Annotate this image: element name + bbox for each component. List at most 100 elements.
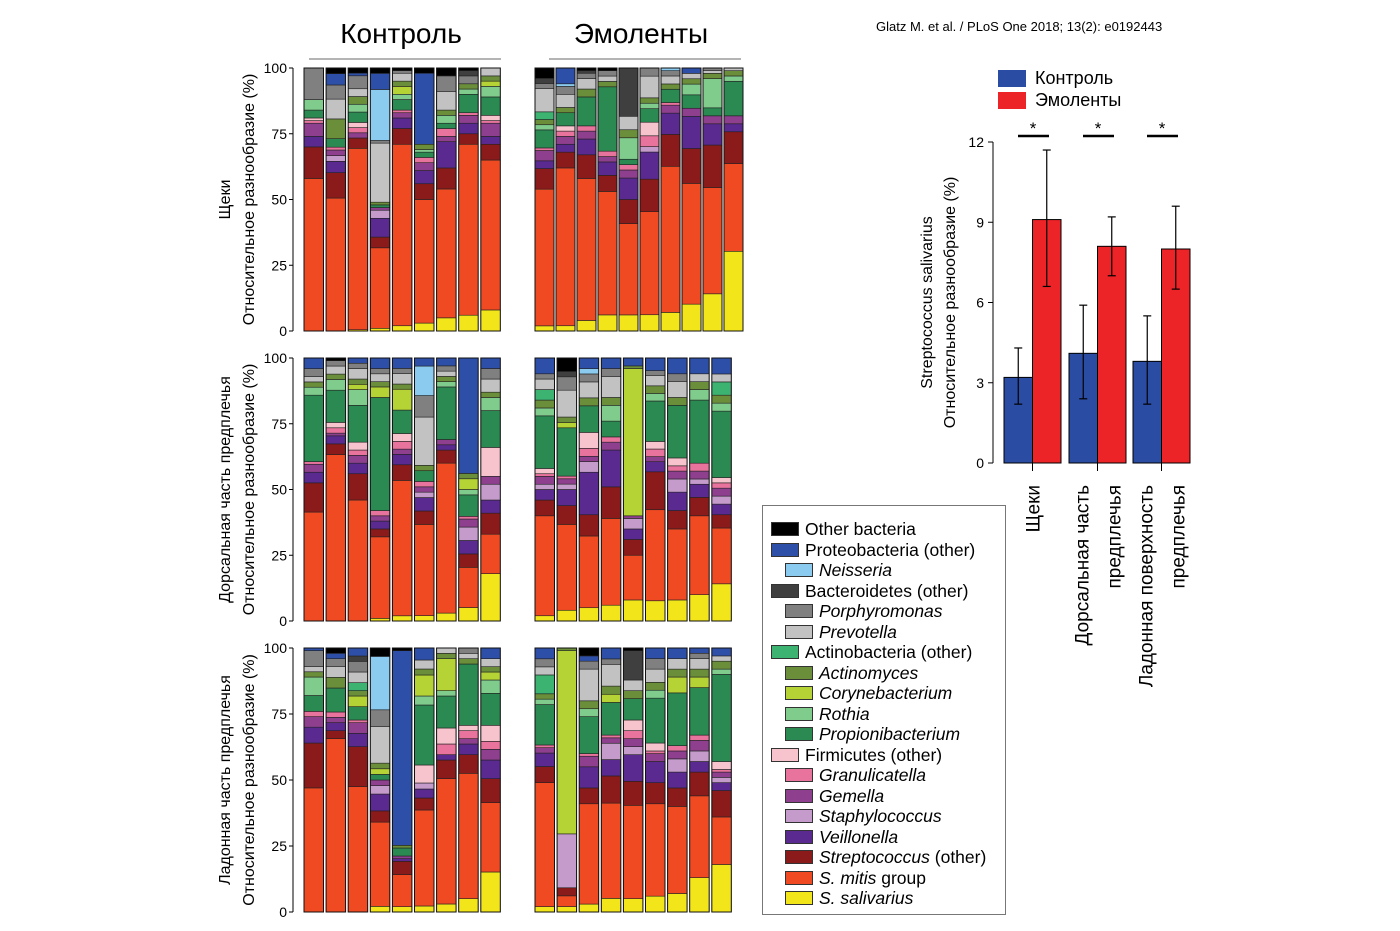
stack-segment bbox=[347, 647, 369, 657]
stack-segment bbox=[392, 650, 413, 846]
stack-segment bbox=[303, 666, 324, 673]
stack-segment bbox=[480, 120, 501, 124]
stack-segment bbox=[458, 494, 479, 517]
column-header: Эмоленты bbox=[574, 18, 708, 49]
stack-segment bbox=[392, 368, 413, 374]
stack-segment bbox=[702, 78, 723, 109]
stack-segment bbox=[639, 108, 660, 123]
stack-segment bbox=[436, 754, 457, 761]
stack-segment bbox=[480, 749, 501, 761]
stack-segment bbox=[458, 133, 479, 145]
stack-segment bbox=[555, 136, 576, 145]
stacked-bar bbox=[458, 357, 479, 622]
stack-segment bbox=[369, 906, 391, 913]
stack-segment bbox=[414, 143, 435, 150]
stack-segment bbox=[645, 697, 666, 744]
stack-segment bbox=[534, 150, 555, 162]
stacked-bar bbox=[556, 357, 578, 622]
stack-segment bbox=[600, 405, 622, 422]
stack-segment bbox=[711, 790, 732, 818]
stack-segment bbox=[347, 449, 369, 456]
stack-segment bbox=[325, 422, 346, 429]
stacked-bar bbox=[347, 357, 369, 622]
stack-segment bbox=[534, 325, 555, 332]
stack-segment bbox=[660, 83, 681, 90]
stack-segment bbox=[667, 528, 688, 601]
stack-segment bbox=[578, 660, 600, 670]
stack-segment bbox=[436, 128, 457, 137]
x-tick-label: предплечья bbox=[1105, 485, 1126, 589]
stack-segment bbox=[347, 462, 369, 475]
stack-segment bbox=[600, 486, 622, 519]
stack-segment bbox=[414, 162, 435, 171]
stack-segment bbox=[392, 441, 413, 450]
stacked-bar bbox=[660, 67, 681, 332]
stack-segment bbox=[436, 444, 457, 451]
stack-segment bbox=[689, 515, 710, 595]
stack-segment bbox=[414, 788, 435, 799]
stack-segment bbox=[618, 177, 639, 200]
y-axis-label: Относительное разнообразие (%) bbox=[241, 74, 258, 326]
stack-segment bbox=[576, 125, 597, 132]
stack-segment bbox=[618, 169, 639, 179]
stack-segment bbox=[325, 118, 346, 139]
stack-segment bbox=[681, 303, 702, 332]
stack-segment bbox=[414, 659, 435, 670]
stack-segment bbox=[556, 887, 577, 897]
stack-segment bbox=[480, 96, 501, 116]
stack-segment bbox=[556, 371, 577, 378]
stack-segment bbox=[480, 378, 501, 393]
stack-segment bbox=[414, 157, 435, 163]
stack-segment bbox=[576, 320, 597, 332]
stack-segment bbox=[702, 144, 723, 188]
legend-label: Gemella bbox=[819, 785, 885, 806]
stack-segment bbox=[325, 677, 346, 689]
stack-segment bbox=[392, 72, 413, 82]
y-tick-label: 75 bbox=[271, 126, 287, 142]
stack-segment bbox=[711, 402, 732, 412]
stack-segment bbox=[576, 130, 597, 140]
stack-segment bbox=[458, 653, 479, 659]
legend-label: Bacteroidetes (other) bbox=[805, 580, 969, 601]
stack-segment bbox=[600, 685, 622, 695]
stack-segment bbox=[623, 365, 644, 369]
stack-segment bbox=[723, 75, 744, 82]
stack-segment bbox=[480, 666, 501, 673]
stack-segment bbox=[555, 151, 576, 169]
stack-segment bbox=[347, 137, 369, 149]
stack-segment bbox=[534, 407, 555, 417]
stack-segment bbox=[660, 70, 681, 77]
stack-segment bbox=[414, 365, 435, 396]
stack-segment bbox=[392, 847, 413, 857]
stack-segment bbox=[303, 511, 324, 622]
row-title: Ладонная часть предплечья Относительное р… bbox=[217, 654, 258, 906]
stack-segment bbox=[414, 668, 435, 676]
legend-label: Propionibacterium bbox=[819, 724, 961, 744]
stack-segment bbox=[436, 109, 457, 116]
stacked-bar bbox=[689, 357, 710, 622]
stack-segment bbox=[325, 84, 346, 100]
stack-segment bbox=[458, 143, 479, 316]
stack-segment bbox=[618, 164, 639, 171]
stack-segment bbox=[458, 357, 479, 474]
legend-swatch bbox=[771, 542, 799, 557]
stack-segment bbox=[347, 383, 369, 390]
stack-segment bbox=[681, 148, 702, 184]
stack-segment bbox=[369, 397, 391, 511]
stack-segment bbox=[392, 448, 413, 455]
stacked-bar bbox=[369, 67, 391, 332]
stack-segment bbox=[414, 72, 435, 145]
stack-segment bbox=[618, 116, 639, 131]
x-tick-label: предплечья bbox=[1169, 485, 1190, 589]
y-tick-label: 50 bbox=[271, 772, 287, 788]
stack-segment bbox=[369, 810, 391, 823]
stack-segment bbox=[623, 730, 644, 739]
stacked-bar bbox=[622, 647, 644, 913]
stack-segment bbox=[639, 67, 660, 77]
stack-segment bbox=[600, 647, 622, 660]
stack-segment bbox=[436, 317, 457, 332]
stack-segment bbox=[623, 515, 644, 519]
stack-segment bbox=[458, 553, 479, 568]
stack-segment bbox=[436, 136, 457, 142]
stack-segment bbox=[578, 397, 600, 407]
